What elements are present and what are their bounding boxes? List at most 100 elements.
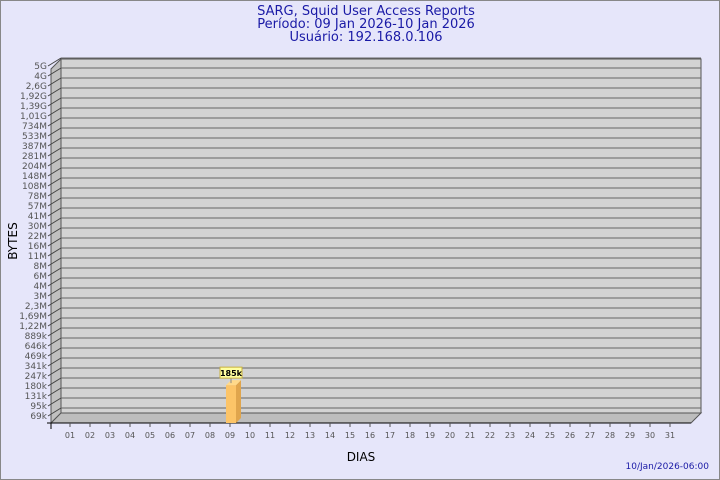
y-tick — [47, 267, 62, 277]
y-tick-label: 16M — [28, 242, 47, 252]
x-tick-label: 14 — [325, 431, 335, 440]
x-tick-label: 03 — [105, 431, 115, 440]
bar-label-box — [219, 366, 243, 379]
y-tick — [47, 147, 62, 157]
y-tick — [47, 337, 62, 347]
y-tick-label: 1,22M — [19, 322, 47, 332]
y-tick — [47, 107, 62, 117]
y-tick-label: 41M — [28, 212, 47, 222]
x-tick-label: 30 — [645, 431, 655, 440]
x-tick-label: 20 — [445, 431, 455, 440]
y-tick-label: 57M — [28, 202, 47, 212]
y-axis-title: BYTES — [6, 222, 20, 259]
y-tick — [47, 237, 62, 247]
x-tick-label: 02 — [85, 431, 95, 440]
bar-side — [236, 380, 241, 423]
y-tick-label: 6M — [34, 272, 48, 282]
y-tick — [47, 157, 62, 167]
y-tick-label: 533M — [22, 132, 47, 142]
y-tick — [47, 387, 62, 397]
y-tick — [47, 377, 62, 387]
x-tick-label: 08 — [205, 431, 215, 440]
x-tick-label: 22 — [485, 431, 495, 440]
x-tick-label: 06 — [165, 431, 175, 440]
report-timestamp: 10/Jan/2026-06:00 — [625, 462, 709, 472]
x-tick-label: 31 — [665, 431, 675, 440]
chart-user: Usuário: 192.168.0.106 — [289, 30, 443, 45]
y-tick-label: 8M — [34, 262, 48, 272]
y-tick — [47, 197, 62, 207]
y-tick — [47, 87, 62, 97]
y-tick — [47, 347, 62, 357]
y-tick-label: 1,92G — [20, 92, 47, 102]
y-tick-label: 95k — [30, 402, 47, 412]
y-tick-label: 1,39G — [20, 102, 47, 112]
bar-value-label: 185k — [220, 369, 243, 378]
y-tick — [47, 367, 62, 377]
x-tick-label: 12 — [285, 431, 295, 440]
y-tick — [47, 167, 62, 177]
x-tick-label: 29 — [625, 431, 635, 440]
x-tick-label: 15 — [345, 431, 355, 440]
y-tick — [47, 277, 62, 287]
chart-title: SARG, Squid User Access Reports — [257, 4, 475, 19]
y-tick — [47, 137, 62, 147]
x-tick-label: 11 — [265, 431, 275, 440]
y-tick-label: 148M — [22, 172, 47, 182]
x-tick-label: 24 — [525, 431, 535, 440]
chart-period: Período: 09 Jan 2026-10 Jan 2026 — [257, 17, 475, 32]
y-tick — [47, 317, 62, 327]
y-tick — [47, 327, 62, 337]
y-tick-label: 4M — [34, 282, 48, 292]
y-tick-label: 69k — [30, 412, 47, 422]
y-tick — [47, 67, 62, 77]
y-tick — [47, 77, 62, 87]
y-tick-label: 341k — [25, 362, 48, 372]
x-tick-label: 27 — [585, 431, 595, 440]
y-tick-label: 247k — [25, 372, 48, 382]
y-tick-label: 2,6G — [26, 82, 47, 92]
y-tick — [47, 187, 62, 197]
y-tick — [47, 357, 62, 367]
plot-floor — [49, 412, 703, 424]
x-tick-label: 17 — [385, 431, 395, 440]
y-tick — [47, 307, 62, 317]
y-tick-label: 22M — [28, 232, 47, 242]
y-tick — [47, 407, 62, 417]
x-tick-label: 07 — [185, 431, 195, 440]
y-tick — [47, 287, 62, 297]
y-tick — [47, 57, 62, 67]
y-tick-label: 281M — [22, 152, 47, 162]
y-tick — [47, 247, 62, 257]
x-tick-label: 19 — [425, 431, 435, 440]
y-tick — [47, 207, 62, 217]
x-tick-label: 26 — [565, 431, 575, 440]
x-tick-label: 18 — [405, 431, 415, 440]
y-tick — [47, 97, 62, 107]
x-tick-label: 25 — [545, 431, 555, 440]
y-tick — [47, 217, 62, 227]
y-tick-label: 108M — [22, 182, 47, 192]
y-tick-label: 646k — [25, 342, 48, 352]
y-tick-label: 734M — [22, 122, 47, 132]
y-tick-label: 469k — [25, 352, 48, 362]
plot-back-wall — [60, 58, 702, 414]
y-tick-label: 5G — [34, 62, 47, 72]
x-tick-label: 10 — [245, 431, 255, 440]
y-tick-label: 889k — [25, 332, 48, 342]
y-tick — [47, 117, 62, 127]
y-tick — [47, 127, 62, 137]
x-tick-label: 05 — [145, 431, 155, 440]
bar-09 — [226, 385, 236, 423]
x-tick-label: 09 — [225, 431, 235, 440]
y-tick-label: 1,01G — [20, 112, 47, 122]
x-tick-label: 21 — [465, 431, 475, 440]
y-tick-label: 30M — [28, 222, 47, 232]
y-tick-label: 1,69M — [19, 312, 47, 322]
y-tick-label: 78M — [28, 192, 47, 202]
y-tick-label: 3M — [34, 292, 48, 302]
x-tick-label: 04 — [125, 431, 135, 440]
y-tick-label: 2,3M — [25, 302, 47, 312]
